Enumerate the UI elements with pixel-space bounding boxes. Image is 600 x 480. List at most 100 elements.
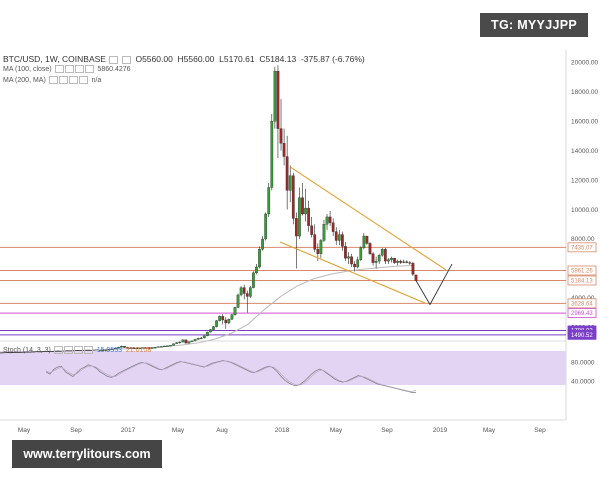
candle-body xyxy=(227,319,231,324)
candle-body xyxy=(310,225,314,235)
candle-body xyxy=(285,156,289,191)
candle-body xyxy=(147,347,151,349)
candle-body xyxy=(196,338,200,340)
candle-body xyxy=(132,347,136,349)
candle-body xyxy=(156,346,160,348)
candle-body xyxy=(172,343,175,346)
wedge-lower-line xyxy=(279,241,427,305)
moving-average-lines xyxy=(99,265,413,350)
candle-body xyxy=(322,224,326,241)
candle-body xyxy=(414,274,418,281)
y-tick-label: 16000.00 xyxy=(571,118,598,125)
wedge-upper-line xyxy=(289,166,447,271)
ma200-more-icon[interactable] xyxy=(78,76,88,84)
stochastic-band xyxy=(0,351,566,385)
candle-body xyxy=(193,339,197,342)
candlestick-series xyxy=(0,65,418,354)
ma200-close-icon[interactable] xyxy=(68,76,78,84)
low-value: L5170.61 xyxy=(219,54,255,64)
candle-body xyxy=(184,339,188,344)
candle-body xyxy=(129,347,133,349)
y-tick-label: 12000.00 xyxy=(571,177,598,184)
candle-body xyxy=(239,287,243,296)
y-tick-label: 8000.00 xyxy=(571,236,595,243)
ma100-label[interactable]: MA (100, close) xyxy=(3,65,52,73)
candle-body xyxy=(344,246,347,259)
stoch-close-icon[interactable] xyxy=(73,346,83,354)
candle-body xyxy=(209,329,212,333)
falling-wedge-lines xyxy=(279,166,447,305)
stoch-tick-label: 40.0000 xyxy=(571,378,595,385)
candle-body xyxy=(282,143,286,157)
candle-body xyxy=(273,70,277,122)
stoch-settings-icon[interactable] xyxy=(63,346,73,354)
stoch-d-value: 21.0108 xyxy=(125,346,152,354)
candle-body xyxy=(236,294,240,308)
ma200-settings-icon[interactable] xyxy=(58,76,68,84)
candle-body xyxy=(294,218,298,237)
candle-body xyxy=(402,261,406,263)
telegram-watermark: TG: MYYJJPP xyxy=(480,13,588,37)
ma200-legend: MA (200, MA) n/a xyxy=(3,76,101,84)
candle-body xyxy=(175,342,179,344)
stoch-eye-icon[interactable] xyxy=(53,346,63,354)
ma200-eye-icon[interactable] xyxy=(48,76,58,84)
candle-body xyxy=(144,347,148,349)
candle-body xyxy=(353,263,356,268)
candle-body xyxy=(313,234,317,250)
candle-body xyxy=(301,197,304,215)
ma100-eye-icon[interactable] xyxy=(54,65,64,73)
candle-body xyxy=(221,316,225,321)
candle-body xyxy=(270,121,274,188)
ma100-line xyxy=(99,265,413,350)
candle-body xyxy=(178,341,182,344)
symbol-label[interactable]: BTC/USD, 1W, COINBASE xyxy=(3,54,106,64)
price-level-badge xyxy=(567,242,597,253)
price-level-badge-label: 5184.13 xyxy=(571,278,593,284)
stochastic-legend: Stoch (14, 3, 3) 15.9553 21.0108 xyxy=(3,346,151,354)
candle-body xyxy=(218,316,222,321)
website-watermark: www.terrylitours.com xyxy=(12,440,162,468)
candle-body xyxy=(319,240,323,254)
candle-body xyxy=(258,249,261,268)
stoch-more-icon[interactable] xyxy=(83,346,93,354)
ma100-value: 5860.4276 xyxy=(97,65,131,73)
x-tick-label: 2017 xyxy=(121,427,136,434)
candle-body xyxy=(399,260,403,263)
candle-body xyxy=(405,261,409,263)
x-tick-label: 2019 xyxy=(433,427,448,434)
candle-body xyxy=(181,339,185,343)
x-tick-label: Sep xyxy=(381,427,393,434)
candle-body xyxy=(288,175,292,191)
candle-body xyxy=(365,235,369,244)
stoch-label[interactable]: Stoch (14, 3, 3) xyxy=(3,346,51,354)
ma100-close-icon[interactable] xyxy=(74,65,84,73)
x-tick-label: Aug xyxy=(216,427,228,434)
price-level-badge xyxy=(567,329,597,340)
candle-body xyxy=(337,234,341,241)
time-axis: May Sep 2017 May Aug 2018 May Sep 2019 May Sep xyxy=(18,427,546,434)
x-tick-label: Sep xyxy=(534,427,546,434)
symbol-visibility-icon[interactable] xyxy=(121,55,131,64)
ma100-settings-icon[interactable] xyxy=(64,65,74,73)
candle-body xyxy=(126,347,129,349)
close-value: C5184.13 xyxy=(259,54,297,64)
candle-body xyxy=(291,175,295,219)
candle-body xyxy=(206,331,209,337)
candle-body xyxy=(113,348,117,350)
ma100-more-icon[interactable] xyxy=(84,65,94,73)
candle-body xyxy=(325,216,329,225)
candle-body xyxy=(252,272,255,288)
candle-body xyxy=(276,70,280,129)
ma200-label[interactable]: MA (200, MA) xyxy=(3,76,46,84)
candle-body xyxy=(199,337,203,339)
symbol-settings-icon[interactable] xyxy=(109,55,119,64)
projection-path xyxy=(415,263,453,306)
candle-body xyxy=(215,320,218,327)
candle-body xyxy=(380,249,384,256)
candle-body xyxy=(377,255,381,262)
candle-body xyxy=(328,216,332,223)
x-tick-label: May xyxy=(18,427,31,434)
candle-body xyxy=(120,346,123,348)
candle-body xyxy=(150,347,154,349)
